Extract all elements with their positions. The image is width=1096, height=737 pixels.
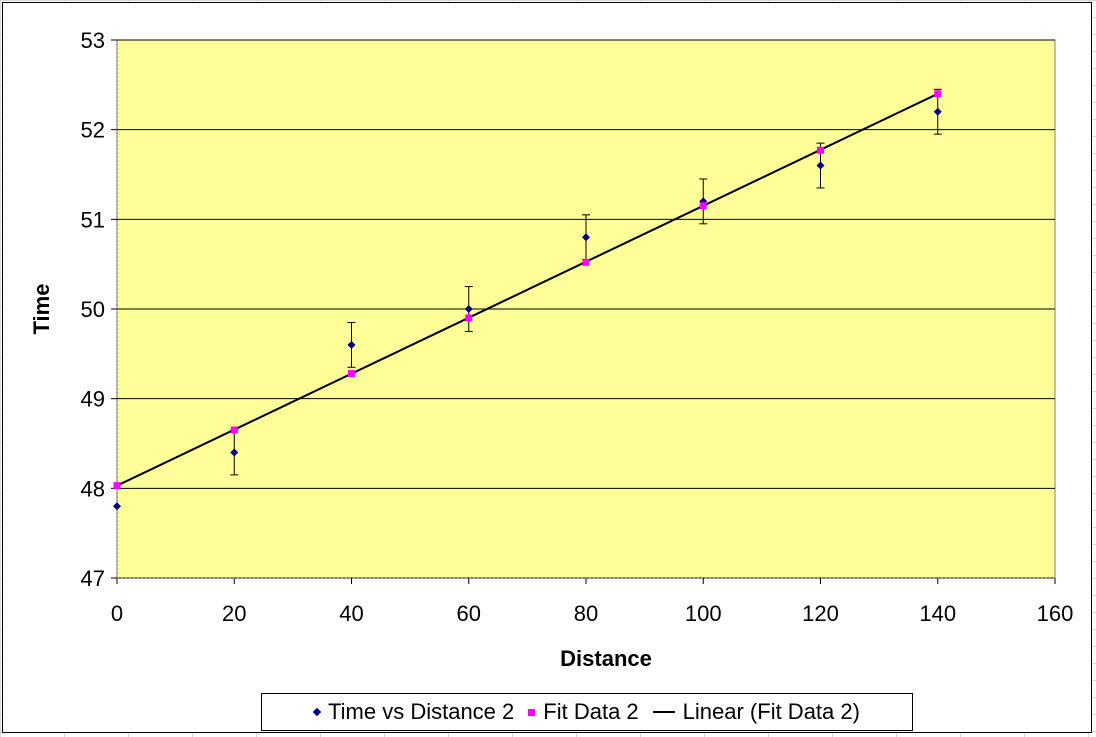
- fit-point-square: [699, 202, 707, 210]
- fit-point-square: [817, 146, 824, 154]
- x-tick-label: 140: [919, 601, 956, 626]
- data-point-diamond: [582, 233, 590, 242]
- x-tick-label: 120: [802, 601, 839, 626]
- chart: 47 48 49 50 51 52 53 0 20 40 60 80 100 120 140 160 Dista…: [29, 28, 1074, 671]
- legend-label: Linear (Fit Data 2): [682, 699, 860, 724]
- diamond-marker-icon: [312, 707, 322, 717]
- fit-point-square: [582, 258, 590, 266]
- data-point-diamond: [230, 448, 239, 457]
- fit-point-square: [113, 482, 121, 490]
- y-tick-label: 52: [81, 118, 105, 143]
- y-tick-label: 48: [81, 476, 105, 501]
- data-point-diamond: [933, 107, 942, 116]
- fit-point-square: [934, 90, 942, 98]
- x-tick-label: 0: [111, 601, 123, 626]
- legend-label: Fit Data 2: [543, 699, 639, 724]
- x-tick-label: 100: [685, 601, 722, 626]
- legend-item-fit-data: Fit Data 2: [528, 699, 639, 725]
- data-point-diamond: [347, 340, 356, 349]
- data-point-diamond: [113, 502, 121, 511]
- legend-item-linear-fit: Linear (Fit Data 2): [652, 699, 860, 725]
- y-tick-label: 47: [81, 566, 105, 591]
- fit-point-square: [348, 370, 355, 378]
- y-tick-label: 53: [81, 28, 105, 53]
- x-axis-title: Distance: [560, 646, 652, 671]
- x-tick-label: 20: [222, 601, 246, 626]
- y-tick-label: 49: [81, 387, 105, 412]
- legend-item-time-vs-distance: Time vs Distance 2: [312, 699, 515, 725]
- square-marker-icon: [528, 708, 536, 716]
- data-point-diamond: [464, 305, 473, 313]
- x-tick-label: 160: [1037, 601, 1074, 626]
- legend[interactable]: Time vs Distance 2 Fit Data 2 Linear (Fi…: [261, 693, 913, 731]
- line-marker-icon: [652, 711, 675, 713]
- y-tick-label: 50: [81, 297, 105, 322]
- x-tick-label: 40: [339, 601, 363, 626]
- fit-point-square: [230, 426, 238, 434]
- y-tick-label: 51: [81, 207, 105, 232]
- y-axis-title: Time: [29, 284, 54, 335]
- data-point-diamond: [816, 161, 825, 170]
- trendline: [116, 92, 939, 487]
- legend-label: Time vs Distance 2: [328, 699, 515, 724]
- x-tick-label: 60: [457, 601, 481, 626]
- fit-point-square: [465, 314, 473, 322]
- x-tick-label: 80: [574, 601, 598, 626]
